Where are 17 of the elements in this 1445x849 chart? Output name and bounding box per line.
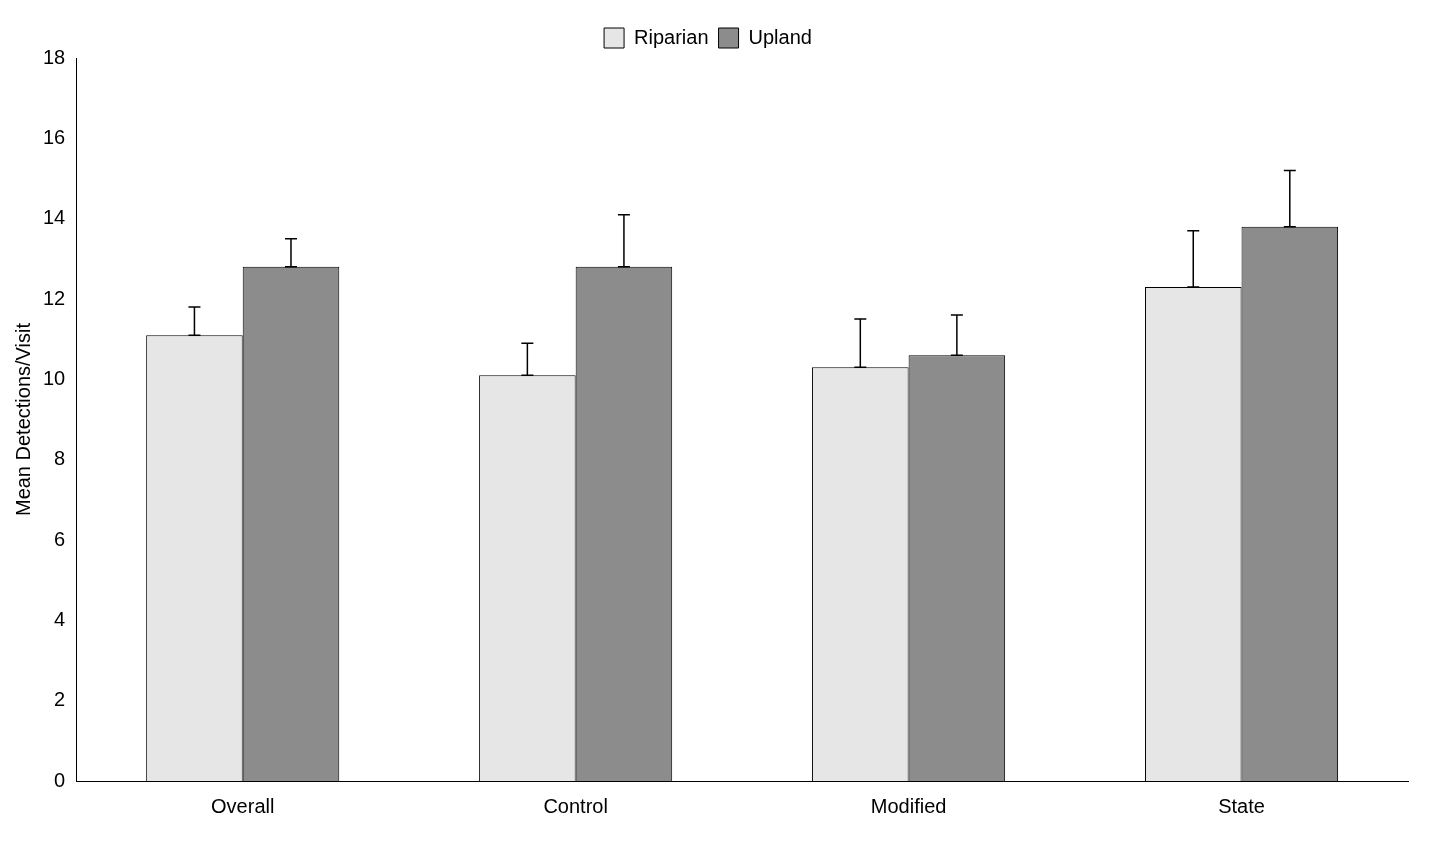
legend-label: Upland [748, 25, 812, 48]
y-axis-title: Mean Detections/Visit [11, 322, 34, 517]
y-tick-label: 2 [54, 688, 66, 711]
x-tick-label: Modified [870, 794, 947, 817]
y-tick-label: 18 [43, 45, 66, 68]
y-tick-label: 10 [43, 366, 66, 389]
y-tick-label: 16 [43, 125, 66, 148]
y-tick-label: 14 [43, 206, 66, 229]
y-tick-label: 0 [54, 768, 66, 791]
y-tick-label: 8 [54, 447, 66, 470]
x-tick-label: Control [543, 794, 608, 817]
y-tick-label: 12 [43, 286, 66, 309]
y-tick-label: 6 [54, 527, 66, 550]
x-tick-label: State [1218, 794, 1265, 817]
y-tick-label: 4 [54, 607, 66, 630]
x-tick-label: Overall [211, 794, 275, 817]
legend-label: Riparian [634, 25, 709, 48]
